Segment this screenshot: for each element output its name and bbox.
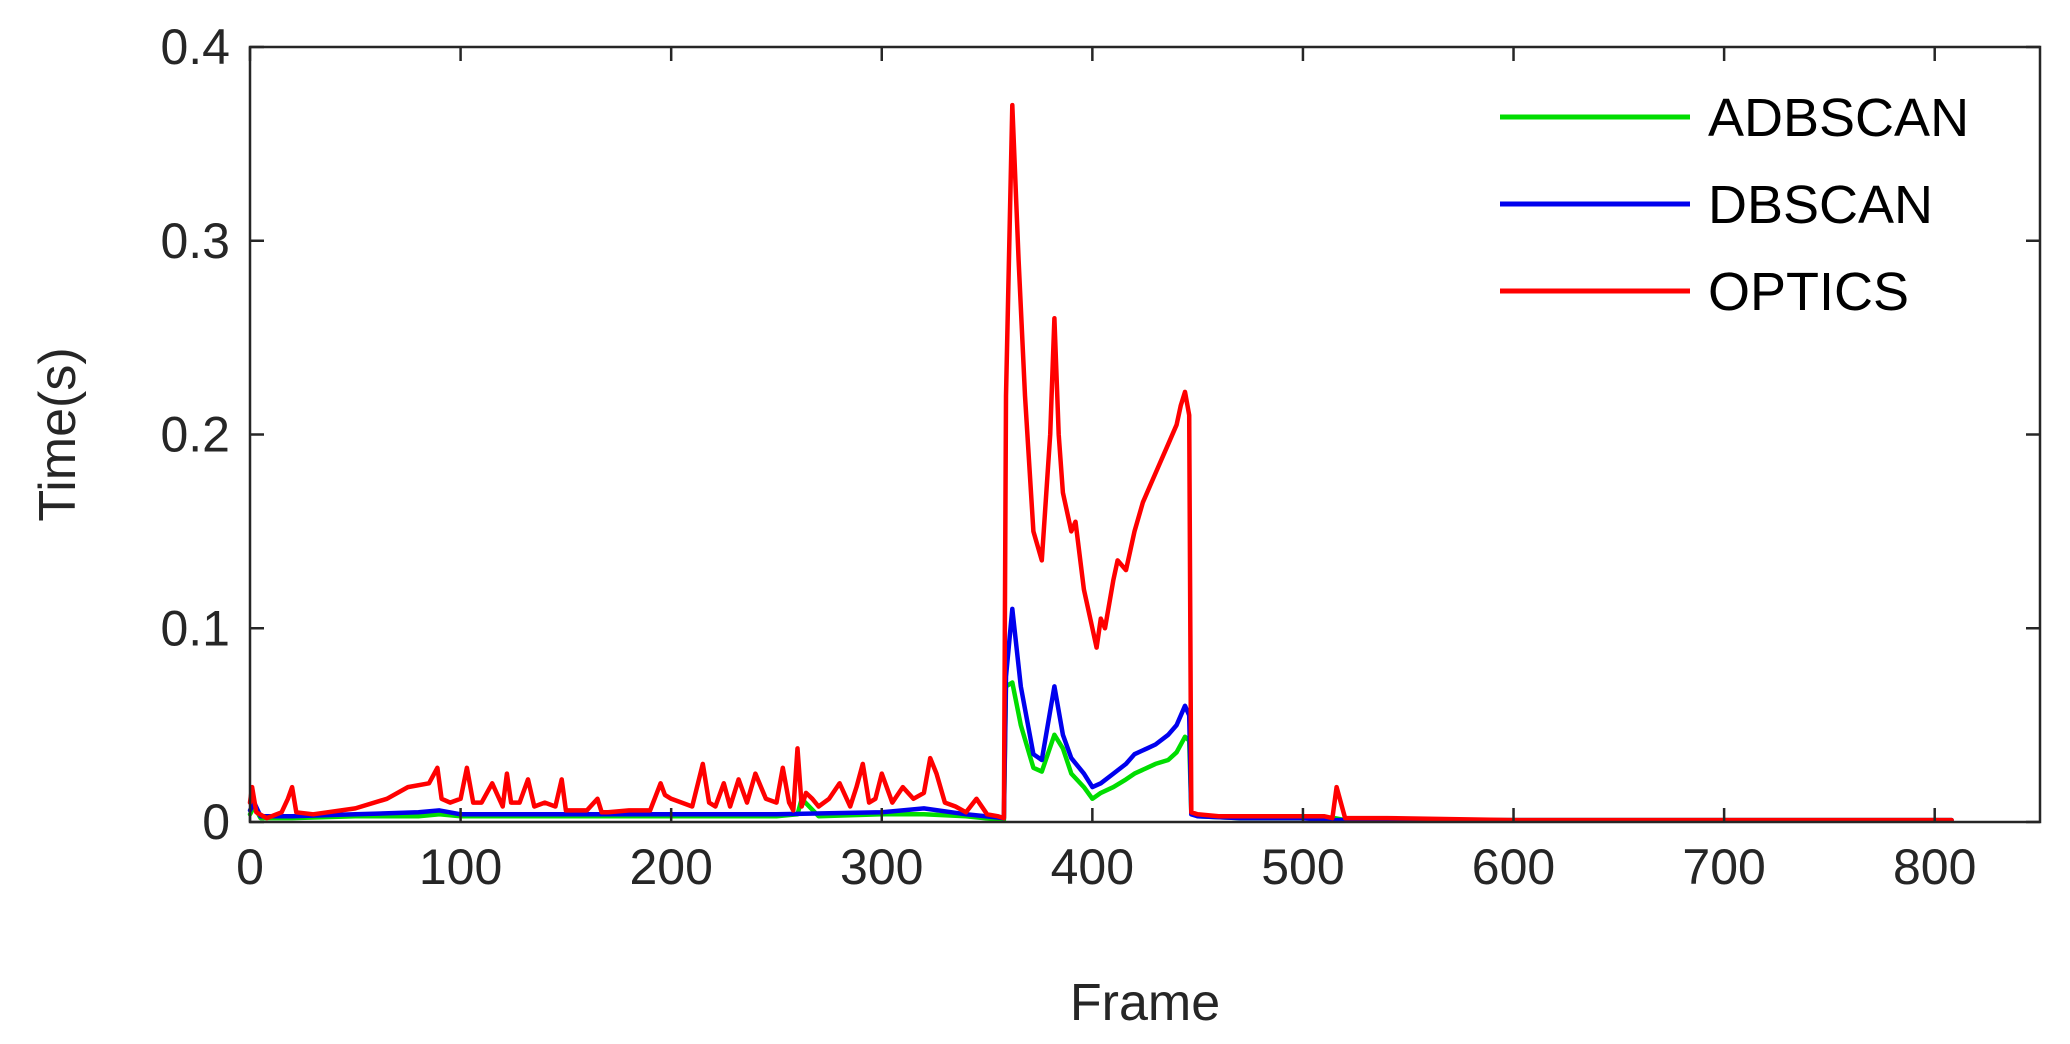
x-tick-label: 500 bbox=[1261, 839, 1344, 895]
x-tick-label: 0 bbox=[236, 839, 264, 895]
legend-label-optics: OPTICS bbox=[1708, 262, 1909, 322]
series-layer bbox=[247, 102, 1954, 823]
series-line-optics bbox=[247, 102, 1954, 823]
legend-label-adbscan: ADBSCAN bbox=[1708, 88, 1969, 148]
x-tick-label: 400 bbox=[1051, 839, 1134, 895]
x-tick-label: 600 bbox=[1472, 839, 1555, 895]
legend-label-dbscan: DBSCAN bbox=[1708, 175, 1933, 235]
x-tick-label: 200 bbox=[629, 839, 712, 895]
x-axis-title: Frame bbox=[1070, 974, 1220, 1032]
x-tick-label: 800 bbox=[1893, 839, 1976, 895]
y-tick-label: 0 bbox=[202, 794, 230, 850]
x-tick-label: 700 bbox=[1682, 839, 1765, 895]
ticks-layer bbox=[248, 45, 2040, 824]
legend: ADBSCAN DBSCAN OPTICS bbox=[1500, 88, 1969, 322]
y-tick-label: 0.4 bbox=[160, 19, 230, 75]
y-axis-title: Time(s) bbox=[29, 347, 87, 521]
x-tick-label: 100 bbox=[419, 839, 502, 895]
x-tick-label: 300 bbox=[840, 839, 923, 895]
y-tick-label: 0.2 bbox=[160, 407, 230, 463]
y-tick-label: 0.1 bbox=[160, 600, 230, 656]
tick-labels-layer: 0 100 200 300 400 500 600 700 800 0 0.1 0.2 0.3 0.4 bbox=[160, 19, 1976, 895]
y-tick-label: 0.3 bbox=[160, 213, 230, 269]
